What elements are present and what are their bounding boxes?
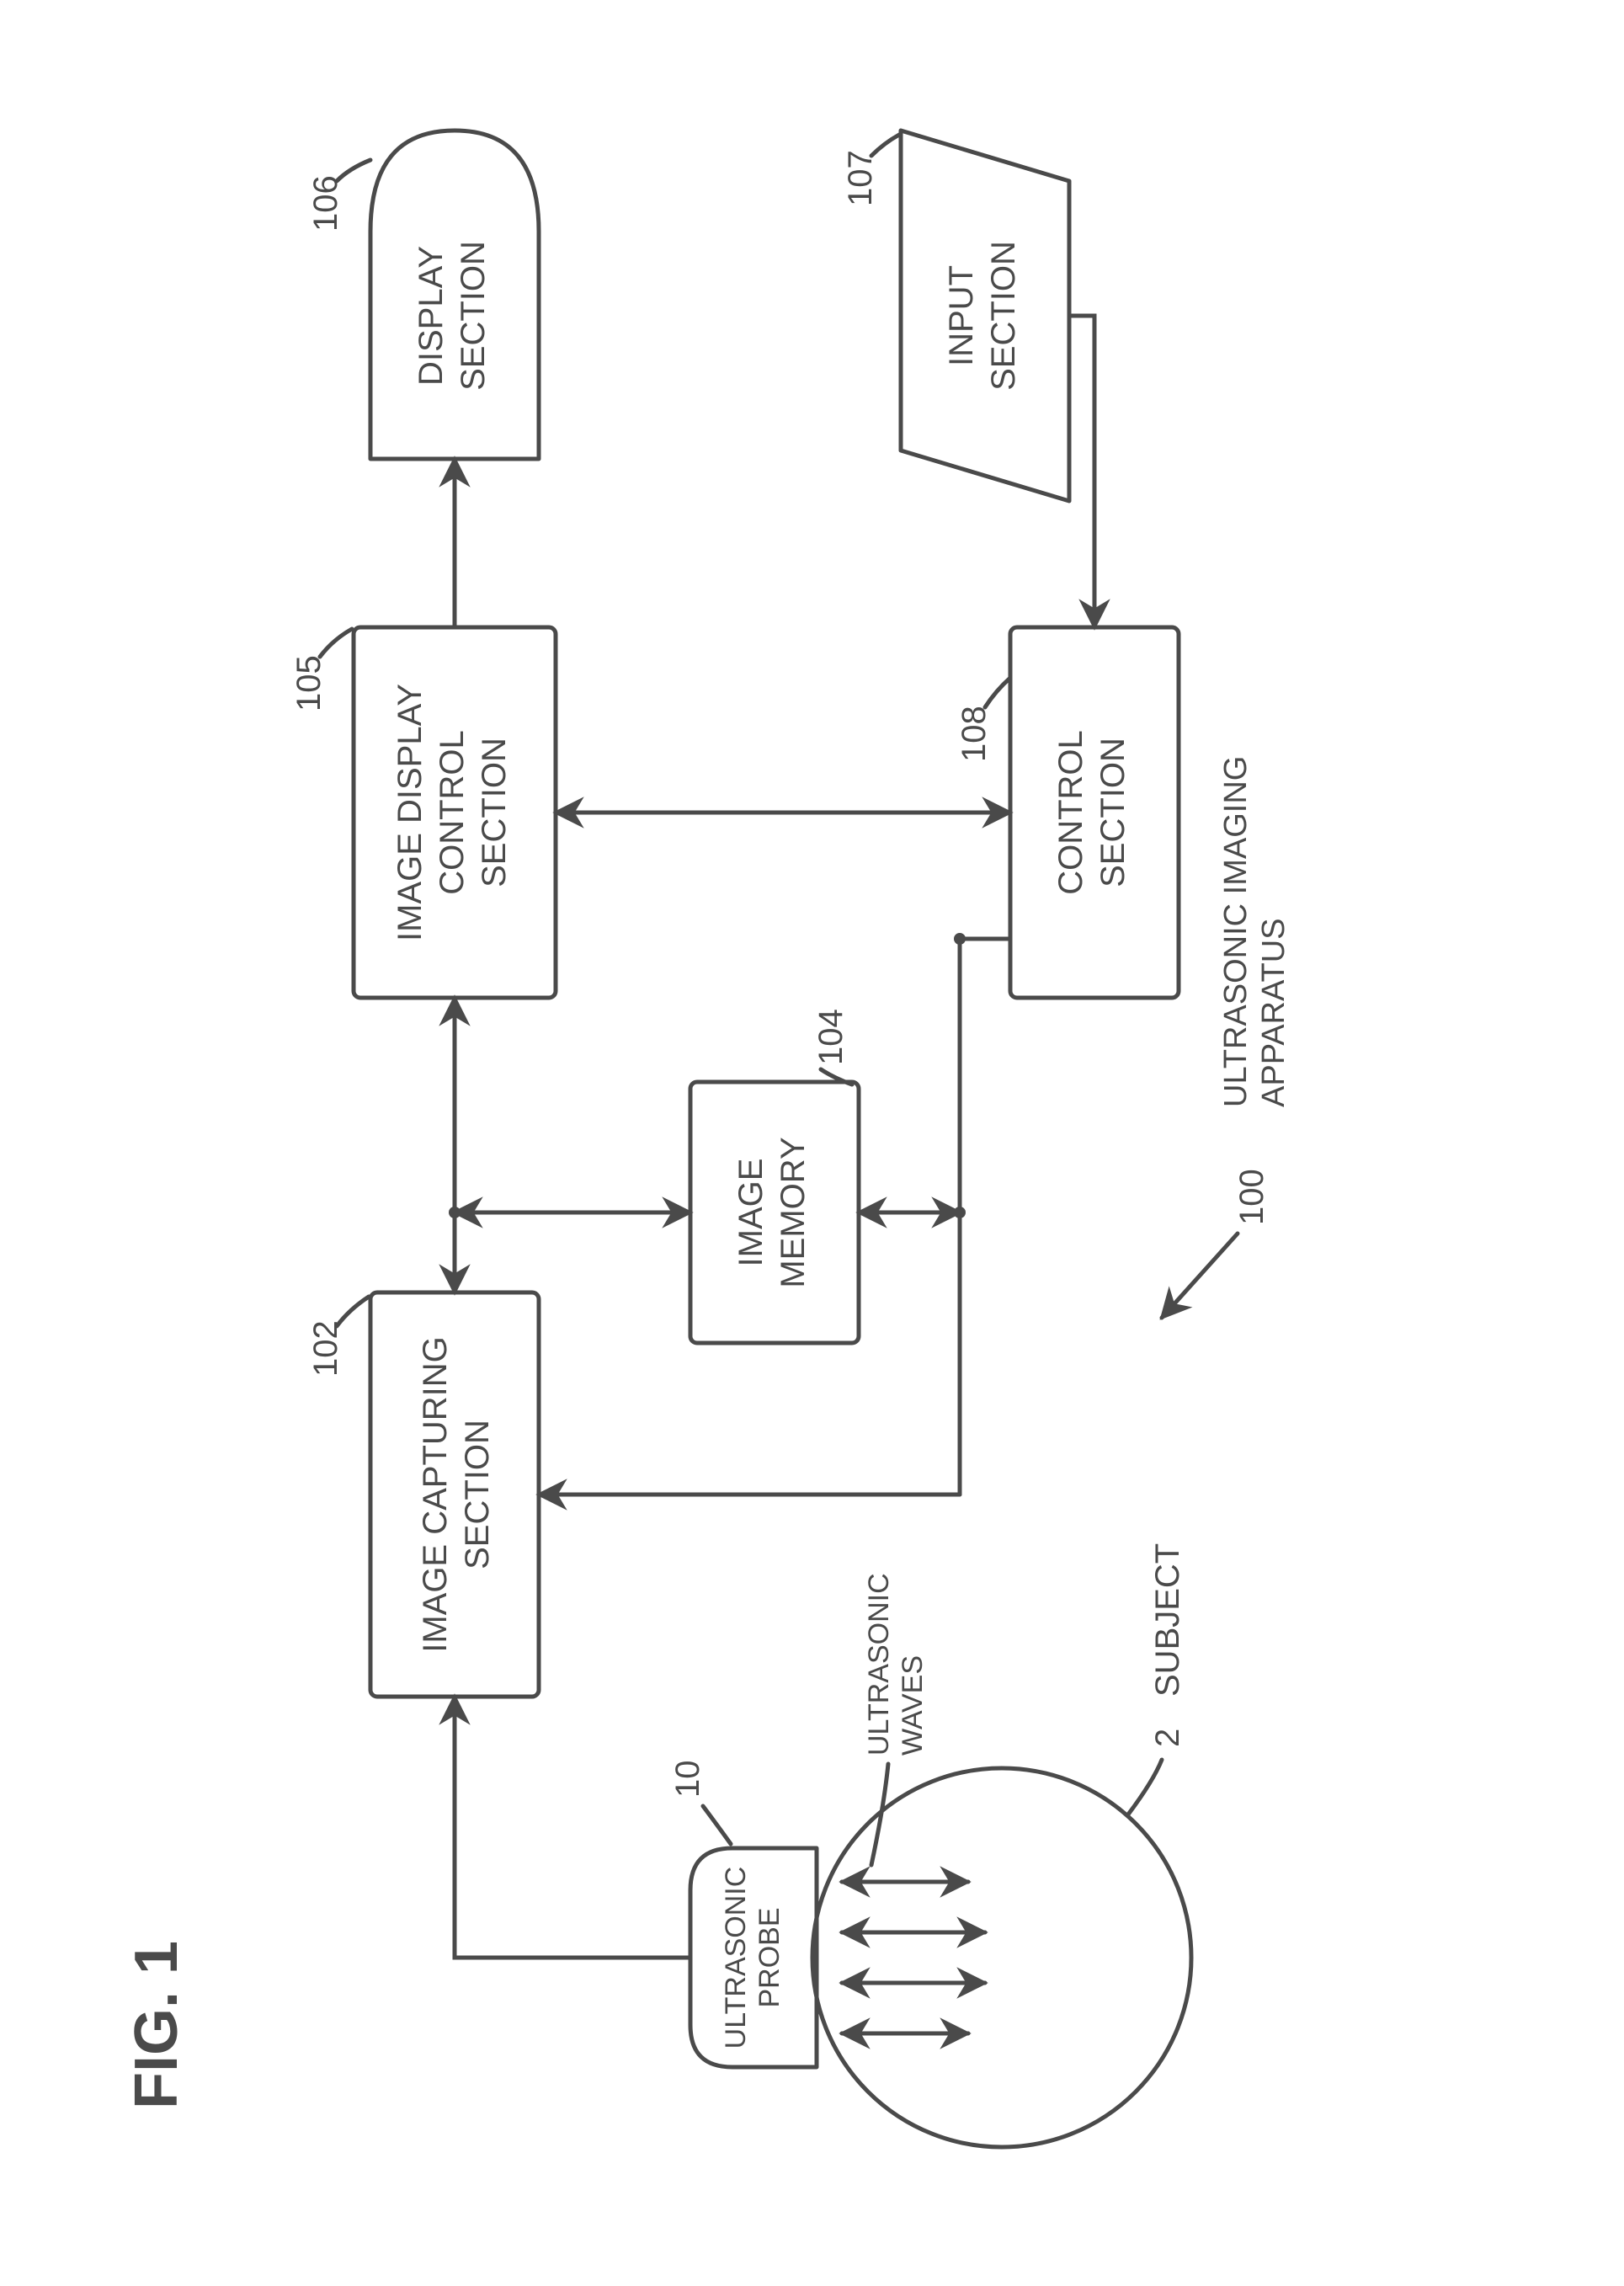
apparatus-id: 100	[1233, 1169, 1270, 1225]
control-label-2: SECTION	[1094, 738, 1131, 887]
display-id: 106	[307, 175, 344, 232]
edge-probe-to-capturing	[455, 1697, 690, 1958]
input-label-1: INPUT	[943, 265, 980, 366]
memory-id-leader: 104	[812, 1009, 852, 1084]
figure-title: FIG. 1	[123, 1941, 190, 2109]
image-memory-block: IMAGE MEMORY	[690, 1082, 859, 1343]
probe-id: 10	[669, 1761, 706, 1798]
junction-bus-memory	[954, 1207, 966, 1218]
subject-label: SUBJECT	[1149, 1543, 1186, 1697]
dispctrl-label-1: IMAGE DISPLAY	[391, 684, 429, 941]
display-label-2: SECTION	[455, 241, 492, 391]
input-section-block: INPUT SECTION	[901, 131, 1069, 501]
memory-id: 104	[812, 1009, 849, 1065]
waves-label-1: ULTRASONIC	[863, 1573, 895, 1756]
diagram-canvas: FIG. 1 ULTRASONIC PROBE 10 2 SUBJECT	[0, 0, 1624, 2286]
display-label-1: DISPLAY	[413, 246, 450, 386]
capturing-id: 102	[307, 1320, 344, 1377]
probe-id-leader: 10	[669, 1761, 731, 1845]
edge-bus-to-control	[960, 939, 1010, 998]
capturing-id-leader: 102	[307, 1297, 369, 1377]
control-section-block: CONTROL SECTION	[1010, 627, 1179, 998]
input-id-leader: 107	[842, 135, 899, 206]
dispctrl-label-3: SECTION	[476, 738, 513, 887]
display-section-block: DISPLAY SECTION	[370, 131, 539, 459]
image-capturing-block: IMAGE CAPTURING SECTION	[370, 1292, 539, 1697]
waves-label-2: WAVES	[897, 1655, 929, 1756]
probe-label-1: ULTRASONIC	[720, 1867, 752, 2049]
subject-block	[812, 1768, 1191, 2147]
capturing-label-2: SECTION	[459, 1420, 496, 1569]
image-display-control-block: IMAGE DISPLAY CONTROL SECTION	[354, 627, 556, 998]
memory-label-1: IMAGE	[732, 1159, 769, 1267]
input-label-2: SECTION	[985, 241, 1022, 391]
capturing-label-1: IMAGE CAPTURING	[417, 1336, 454, 1653]
control-id: 108	[956, 706, 993, 762]
apparatus-label-1: ULTRASONIC IMAGING	[1218, 756, 1254, 1107]
dispctrl-id-leader: 105	[290, 629, 352, 711]
dispctrl-id: 105	[290, 655, 327, 711]
edge-input-to-control	[1069, 316, 1094, 627]
dispctrl-label-2: CONTROL	[434, 730, 471, 895]
display-id-leader: 106	[307, 160, 370, 232]
control-id-leader: 108	[956, 678, 1010, 762]
junction-bus-right	[954, 933, 966, 945]
control-label-1: CONTROL	[1052, 730, 1089, 895]
subject-id: 2	[1149, 1729, 1186, 1747]
subject-id-leader: 2 SUBJECT	[1128, 1543, 1186, 1814]
ultrasonic-probe-block: ULTRASONIC PROBE	[690, 1848, 817, 2067]
probe-label-2: PROBE	[753, 1907, 785, 2007]
apparatus-label-2: APPARATUS	[1256, 918, 1291, 1107]
input-id: 107	[842, 150, 879, 206]
apparatus-label-group: 100 ULTRASONIC IMAGING APPARATUS	[1162, 756, 1291, 1318]
memory-label-2: MEMORY	[775, 1137, 812, 1287]
